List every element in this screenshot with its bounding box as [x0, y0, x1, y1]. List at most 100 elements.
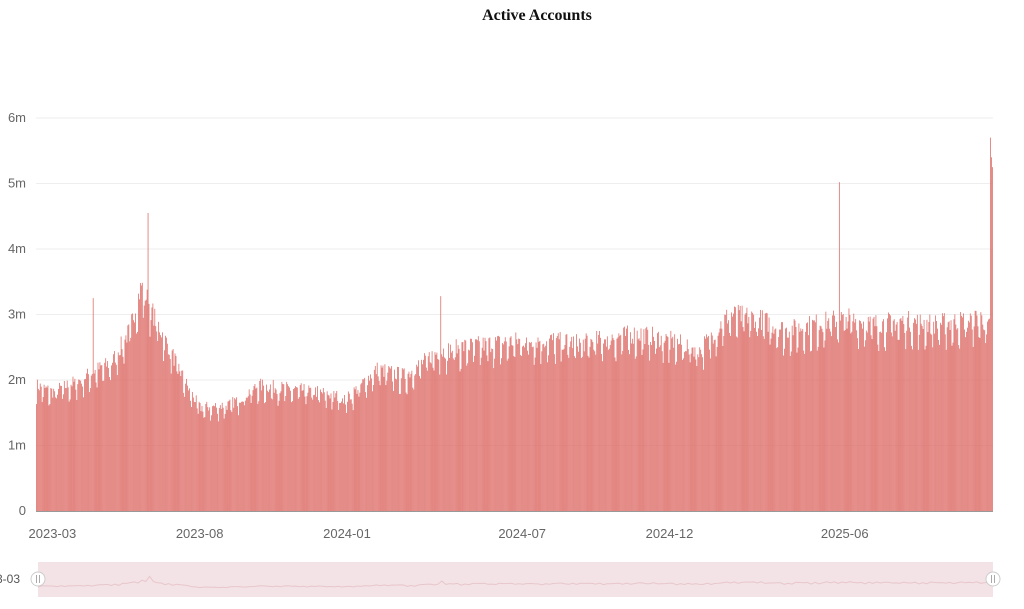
- bar: [715, 356, 717, 511]
- bar: [67, 387, 69, 511]
- bar: [620, 334, 622, 511]
- bar: [157, 341, 159, 511]
- bar: [272, 379, 274, 511]
- bar: [763, 338, 765, 511]
- bar: [863, 321, 864, 511]
- bar: [221, 402, 223, 511]
- bar: [904, 333, 906, 511]
- bar: [83, 397, 84, 511]
- bar: [869, 316, 871, 511]
- bar: [99, 362, 101, 511]
- bar: [542, 344, 544, 511]
- bar: [820, 326, 822, 511]
- bar: [553, 354, 555, 511]
- bar: [731, 312, 732, 511]
- bar: [560, 361, 562, 511]
- bar: [349, 399, 351, 511]
- bar: [663, 342, 665, 511]
- data-zoom-slider[interactable]: 2023-03: [0, 562, 1001, 597]
- bar: [58, 388, 59, 511]
- bar: [528, 342, 530, 511]
- bar: [68, 401, 70, 511]
- bar: [636, 330, 638, 511]
- bar: [274, 388, 276, 511]
- x-tick-label: 2024-01: [323, 526, 371, 541]
- bar: [668, 362, 670, 511]
- bar: [439, 374, 441, 511]
- bar: [292, 401, 293, 511]
- bar: [924, 349, 926, 511]
- bar: [144, 300, 146, 511]
- bar: [285, 396, 287, 511]
- y-axis: 0 1m 2m 3m 4m 5m 6m: [8, 110, 26, 518]
- bar: [456, 353, 458, 511]
- bar: [842, 314, 844, 511]
- bar: [630, 332, 631, 511]
- bar: [859, 320, 860, 511]
- bar: [431, 351, 433, 511]
- bar: [78, 379, 80, 511]
- bar: [224, 413, 226, 511]
- bar: [312, 399, 314, 511]
- bar: [553, 333, 554, 511]
- bar: [801, 330, 803, 511]
- bar: [322, 387, 324, 511]
- bar: [266, 384, 267, 511]
- bar: [916, 314, 918, 511]
- bar: [894, 330, 896, 511]
- bar: [238, 415, 239, 511]
- y-tick-label: 6m: [8, 110, 26, 125]
- bar: [751, 311, 753, 511]
- bar: [278, 400, 280, 511]
- bar: [244, 400, 246, 511]
- bar: [614, 357, 616, 511]
- bar: [718, 332, 720, 511]
- bar: [366, 397, 367, 511]
- bar: [196, 408, 198, 511]
- bar: [443, 348, 445, 511]
- bar: [943, 313, 945, 511]
- chart-title: Active Accounts: [482, 7, 592, 24]
- bar: [335, 393, 337, 511]
- bar: [422, 364, 423, 511]
- bar: [90, 375, 92, 511]
- bar: [87, 374, 89, 511]
- bar: [505, 341, 507, 511]
- bar: [563, 348, 565, 511]
- zoom-background: [38, 562, 993, 597]
- bar: [720, 321, 722, 511]
- bar: [604, 339, 605, 511]
- bar: [635, 356, 637, 511]
- bar: [764, 313, 766, 511]
- bar: [371, 378, 372, 511]
- bar: [372, 384, 374, 511]
- bar: [316, 396, 317, 511]
- bar: [465, 340, 467, 511]
- bar: [96, 387, 98, 511]
- bar: [302, 390, 304, 511]
- zoom-handle-right[interactable]: [985, 571, 1001, 587]
- bar: [321, 393, 323, 511]
- bar: [187, 385, 188, 511]
- bar: [887, 318, 888, 511]
- bar: [43, 384, 45, 511]
- bar: [476, 340, 478, 511]
- bar: [769, 344, 771, 511]
- bar: [297, 398, 299, 511]
- bar: [39, 383, 41, 511]
- bar: [428, 352, 430, 511]
- bar: [170, 373, 172, 511]
- bar: [300, 383, 302, 511]
- bar: [664, 340, 666, 511]
- bar: [744, 314, 746, 511]
- bar: [328, 395, 330, 511]
- bar: [613, 340, 615, 511]
- bar: [136, 333, 137, 511]
- bar: [223, 418, 225, 511]
- bar: [258, 401, 260, 511]
- bar: [60, 385, 61, 511]
- bar: [877, 344, 879, 511]
- x-tick-label: 2025-06: [821, 526, 869, 541]
- bar: [574, 356, 575, 511]
- zoom-handle-left[interactable]: [30, 571, 46, 587]
